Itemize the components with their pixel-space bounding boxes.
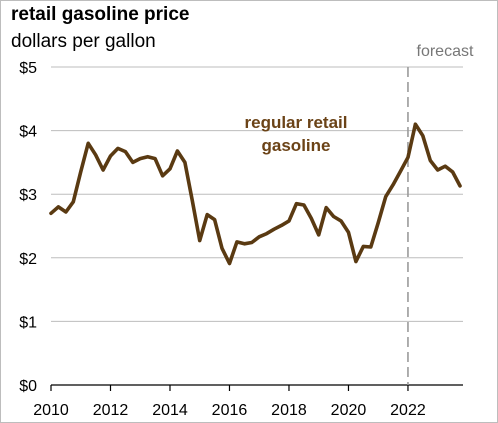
x-tick-label: 2018 [271, 402, 307, 419]
forecast-label: forecast [417, 43, 474, 60]
x-tick-label: 2012 [93, 402, 129, 419]
x-tick-label: 2014 [152, 402, 188, 419]
series-annotation-line-2: gasoline [262, 136, 331, 155]
x-tick-label: 2020 [331, 402, 367, 419]
grid-layer [51, 66, 463, 386]
x-tick-label: 2010 [33, 402, 69, 419]
x-tick-label: 2022 [390, 402, 426, 419]
series-line-regular-retail-gasoline [49, 122, 462, 266]
series-annotation-line-1: regular retail [245, 113, 348, 132]
x-tick-label: 2016 [212, 402, 248, 419]
y-tick-label: $2 [19, 251, 37, 268]
y-tick-label: $4 [19, 124, 37, 141]
y-tick-label: $3 [19, 187, 37, 204]
chart-title: retail gasoline price [11, 4, 190, 25]
y-tick-label: $5 [19, 60, 37, 77]
tick-layer: $0 $1 $2 $3 $4 $5 2010 2012 2014 2016 2018 2020 2022 [19, 60, 426, 419]
y-tick-label: $0 [19, 378, 37, 395]
y-tick-label: $1 [19, 314, 37, 331]
chart-subtitle: dollars per gallon [11, 31, 156, 52]
